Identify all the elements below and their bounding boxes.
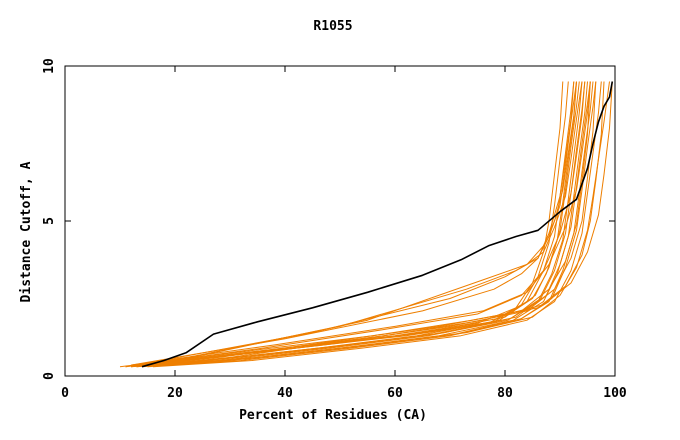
plot-lines (119, 81, 614, 368)
series-line-19 (125, 81, 586, 368)
series-line-15 (136, 81, 577, 366)
highlight-series-line (141, 81, 614, 368)
series-line-22 (136, 81, 597, 368)
series-line-10 (147, 81, 594, 368)
series-line-8 (141, 81, 588, 368)
x-axis-ticks: 0 20 40 60 80 100 (61, 66, 627, 401)
y-tick-label: 5 (42, 217, 57, 225)
x-axis-title: Percent of Residues (CA) (239, 408, 427, 423)
x-tick-label: 100 (603, 386, 627, 401)
series-line-9 (147, 81, 591, 366)
x-tick-label: 0 (61, 386, 69, 401)
series-line-13 (158, 81, 610, 366)
series-line-11 (152, 81, 597, 366)
x-tick-label: 80 (497, 386, 513, 401)
y-axis-title: Distance Cutoff, A (19, 161, 34, 302)
series-line-20 (141, 81, 605, 365)
x-tick-label: 40 (277, 386, 293, 401)
x-tick-label: 60 (387, 386, 403, 401)
series-line-6 (136, 81, 583, 368)
series-line-21 (147, 81, 613, 365)
chart-title: R1055 (313, 19, 352, 34)
y-tick-label: 10 (42, 58, 57, 74)
series-line-17 (147, 81, 583, 368)
y-axis-ticks: 0 5 10 (42, 58, 615, 380)
plot-frame (64, 65, 616, 377)
series-line-23 (130, 81, 591, 368)
series-line-18 (130, 81, 591, 366)
series-line-12 (152, 81, 602, 368)
x-tick-label: 20 (167, 386, 183, 401)
y-tick-label: 0 (42, 372, 57, 380)
